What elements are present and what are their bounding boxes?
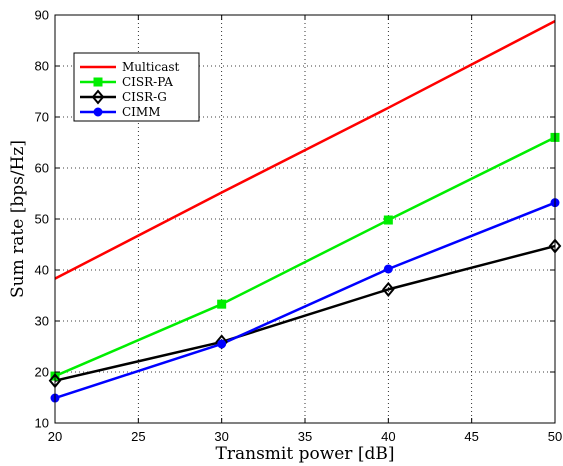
legend-label-cimm: CIMM [122,105,161,119]
y-tick-label: 40 [35,263,49,278]
y-tick-label: 80 [35,59,49,74]
y-tick-label: 60 [35,161,49,176]
x-tick-label: 50 [548,429,562,444]
grid [55,15,555,423]
data-point-cimm [383,264,393,274]
legend-label-cisr-g: CISR-G [122,90,167,104]
x-tick-label: 25 [131,429,145,444]
series-line-multicast [54,20,556,280]
legend-label-multicast: Multicast [122,60,180,74]
x-tick-label: 35 [298,429,312,444]
x-axis-title: Transmit power [dB] [216,444,395,464]
series-line-cimm [54,201,556,400]
x-tick-label: 20 [48,429,62,444]
legend-label-cisr-pa: CISR-PA [122,75,173,89]
series-lines [54,20,556,400]
y-axis-title: Sum rate [bps/Hz] [8,140,28,298]
y-tick-label: 90 [35,8,49,23]
data-point-cisr-g [382,281,395,297]
y-tick-label: 50 [35,212,49,227]
data-point-cisr-pa [383,215,393,225]
y-tick-label: 70 [35,110,49,125]
x-tick-label: 30 [214,429,228,444]
data-point-cisr-pa [217,299,227,309]
y-tick-label: 20 [35,365,49,380]
x-tick-label: 40 [381,429,395,444]
y-tick-label: 30 [35,314,49,329]
legend-marker-cisr-pa [93,77,103,87]
series-line-cisr-g [54,244,556,382]
series-line-cisr-pa [54,136,556,378]
legend-marker-cimm [93,107,103,117]
data-point-cimm [217,339,227,349]
y-tick-label: 10 [35,416,49,431]
legend-marker-cisr-g [91,89,105,105]
x-tick-label: 45 [464,429,478,444]
